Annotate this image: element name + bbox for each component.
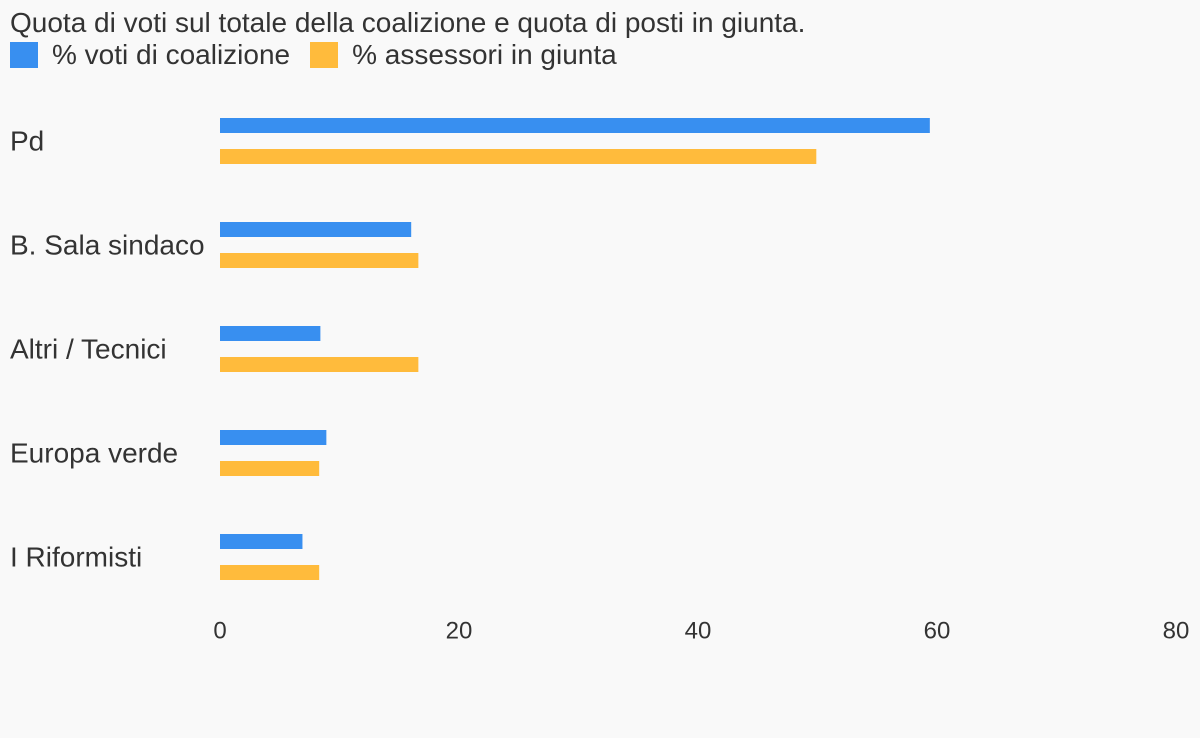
bar-voti — [220, 326, 321, 341]
bar-assessori — [220, 357, 419, 372]
legend-swatch-assessori — [310, 42, 339, 68]
chart-title: Quota di voti sul totale della coalizion… — [10, 7, 806, 38]
legend-item-assessori: % assessori in giunta — [310, 38, 617, 72]
bar-voti — [220, 118, 930, 133]
legend-label-voti: % voti di coalizione — [52, 39, 291, 70]
category-label: B. Sala sindaco — [10, 229, 205, 260]
legend: % voti di coalizione % assessori in giun… — [10, 38, 637, 72]
bar-assessori — [220, 149, 817, 164]
x-tick-label: 60 — [924, 617, 951, 644]
category-label: Altri / Tecnici — [10, 333, 167, 364]
x-tick-label: 0 — [213, 617, 226, 644]
bar-assessori — [220, 565, 320, 580]
x-tick-label: 20 — [446, 617, 473, 644]
category-label: Pd — [10, 125, 44, 156]
x-tick-label: 80 — [1163, 617, 1190, 644]
legend-item-voti: % voti di coalizione — [10, 38, 290, 72]
bar-voti — [220, 430, 327, 445]
bar-assessori — [220, 253, 419, 268]
category-label: I Riformisti — [10, 541, 142, 572]
x-tick-label: 40 — [685, 617, 712, 644]
bar-voti — [220, 222, 412, 237]
category-label: Europa verde — [10, 437, 178, 468]
legend-swatch-voti — [10, 42, 38, 68]
bar-assessori — [220, 461, 320, 476]
bar-voti — [220, 534, 303, 549]
legend-label-assessori: % assessori in giunta — [352, 39, 617, 70]
